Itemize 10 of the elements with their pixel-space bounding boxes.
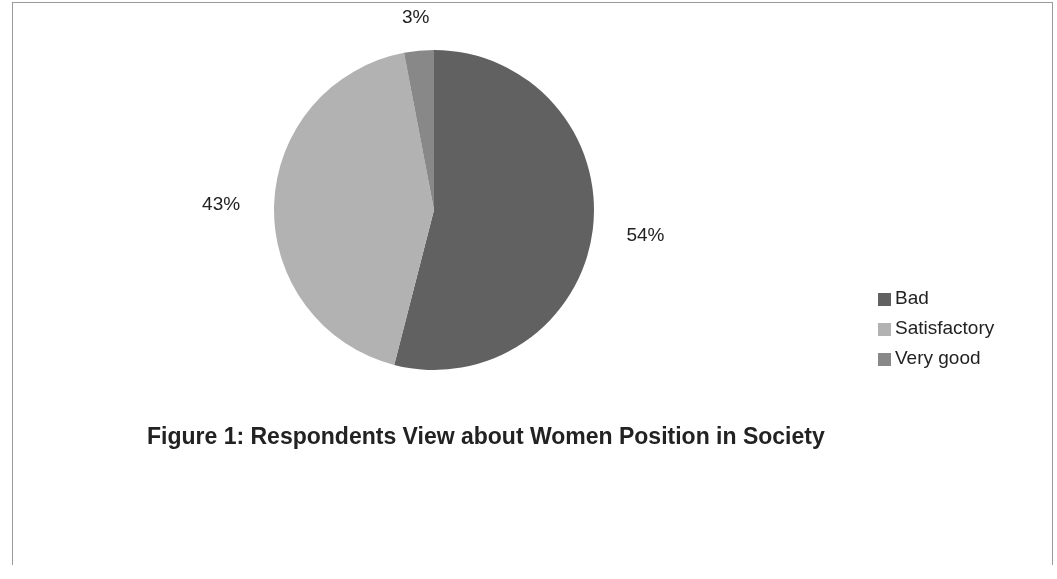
legend-label: Bad [895,287,929,308]
text: Figure 1: Respondents View about Women Position in Society [147,423,825,450]
data-label: 3% [402,6,430,28]
legend-label: Very good [895,347,981,368]
pie-slice [404,50,434,210]
data-label: 54% [626,223,665,245]
data-label: 43% [202,193,241,215]
pie-slice [394,50,594,370]
legend-label: Satisfactory [895,317,995,338]
pie-slice [274,52,434,365]
